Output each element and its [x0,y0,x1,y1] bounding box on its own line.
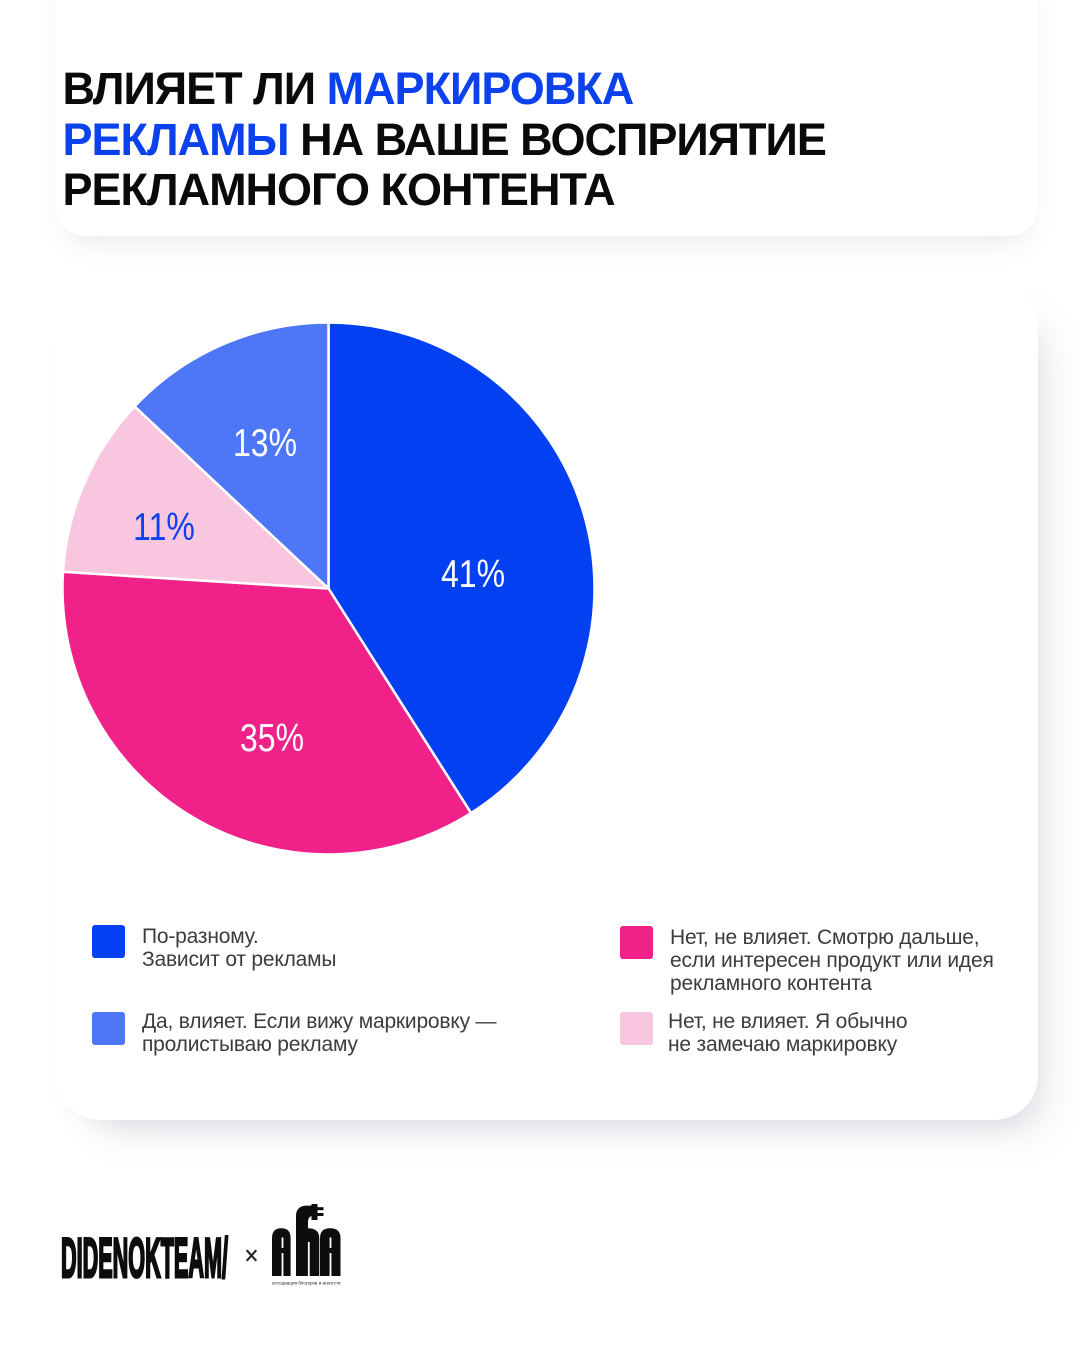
svg-text:ассоциация блогеров и агентств: ассоциация блогеров и агентств [272,1281,341,1286]
svg-text:DIDENOKTEAM/: DIDENOKTEAM/ [61,1226,228,1289]
